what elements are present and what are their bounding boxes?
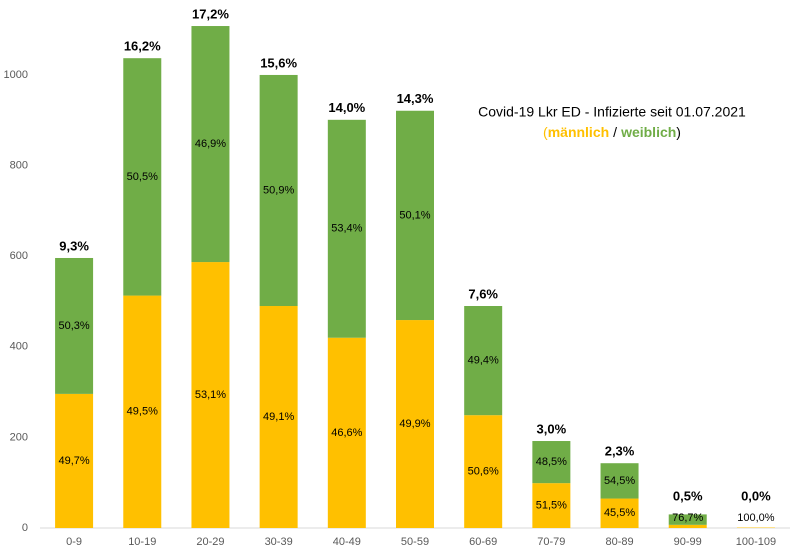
y-tick-label: 800 xyxy=(10,159,28,171)
x-tick-label: 80-89 xyxy=(605,536,633,548)
x-tick-label: 90-99 xyxy=(674,536,702,548)
bar-segment xyxy=(259,306,298,528)
total-label: 0,0% xyxy=(741,488,771,503)
data-label: 100,0% xyxy=(737,512,775,524)
y-tick-label: 400 xyxy=(10,341,28,353)
y-tick-label: 600 xyxy=(10,250,28,262)
data-label: 50,1% xyxy=(399,209,430,221)
data-label: 49,9% xyxy=(399,418,430,430)
data-label: 53,1% xyxy=(195,389,226,401)
legend: (männlich / weiblich) xyxy=(543,124,681,140)
data-label: 51,5% xyxy=(536,499,567,511)
x-tick-label: 100-109 xyxy=(736,536,776,548)
bar-segment xyxy=(396,110,434,321)
legend-open: ( xyxy=(543,124,548,140)
bar-segment xyxy=(532,483,571,528)
total-label: 15,6% xyxy=(260,55,297,70)
data-label: 50,6% xyxy=(468,466,499,478)
bar-segment xyxy=(327,337,366,528)
chart-title: Covid-19 Lkr ED - Infizierte seit 01.07.… xyxy=(478,104,746,120)
data-label: 54,5% xyxy=(604,475,635,487)
bar-segment xyxy=(191,262,230,528)
bar-segment xyxy=(668,514,707,525)
data-label: 76,7% xyxy=(672,512,703,524)
bar-segment xyxy=(259,74,298,307)
bar-segment xyxy=(396,320,434,528)
x-tick-label: 70-79 xyxy=(537,536,565,548)
bar-segment xyxy=(668,524,707,528)
data-label: 50,5% xyxy=(127,171,158,183)
y-tick-label: 0 xyxy=(22,522,28,534)
bar-segment xyxy=(327,119,366,338)
data-label: 49,5% xyxy=(127,406,158,418)
data-label: 49,4% xyxy=(468,355,499,367)
x-tick-label: 30-39 xyxy=(265,536,293,548)
data-label: 53,4% xyxy=(331,223,362,235)
bar-segment xyxy=(123,58,162,296)
x-tick-label: 50-59 xyxy=(401,536,429,548)
total-label: 14,3% xyxy=(397,91,434,106)
data-label: 48,5% xyxy=(536,456,567,468)
y-tick-label: 1000 xyxy=(4,69,28,81)
total-label: 2,3% xyxy=(605,444,635,459)
bar-segment xyxy=(464,415,503,528)
legend-entry: weiblich xyxy=(620,124,676,140)
bar-segment xyxy=(464,306,503,416)
legend-separator: / xyxy=(613,124,617,140)
data-label: 49,7% xyxy=(58,455,89,467)
legend-close: ) xyxy=(676,124,681,140)
total-label: 3,0% xyxy=(537,421,567,436)
legend-entry: männlich xyxy=(548,124,609,140)
total-label: 7,6% xyxy=(468,286,498,301)
bar-segment xyxy=(123,295,162,528)
bar-segment xyxy=(55,393,94,528)
x-tick-label: 20-29 xyxy=(196,536,224,548)
x-tick-label: 10-19 xyxy=(128,536,156,548)
bar-segment xyxy=(532,441,571,484)
total-label: 9,3% xyxy=(59,238,89,253)
total-label: 17,2% xyxy=(192,6,229,21)
total-label: 14,0% xyxy=(328,100,365,115)
data-label: 49,1% xyxy=(263,411,294,423)
data-label: 50,3% xyxy=(58,320,89,332)
bar-segment xyxy=(55,257,94,394)
data-label: 50,9% xyxy=(263,184,294,196)
data-label: 46,6% xyxy=(331,427,362,439)
x-tick-label: 0-9 xyxy=(66,536,82,548)
bar-segment xyxy=(600,498,639,528)
y-tick-label: 200 xyxy=(10,431,28,443)
total-label: 16,2% xyxy=(124,39,161,54)
bar-segment xyxy=(600,463,639,499)
x-tick-label: 40-49 xyxy=(333,536,361,548)
total-label: 0,5% xyxy=(673,488,703,503)
x-tick-label: 60-69 xyxy=(469,536,497,548)
data-label: 45,5% xyxy=(604,507,635,519)
data-label: 46,9% xyxy=(195,138,226,150)
bar-segment xyxy=(191,26,230,263)
